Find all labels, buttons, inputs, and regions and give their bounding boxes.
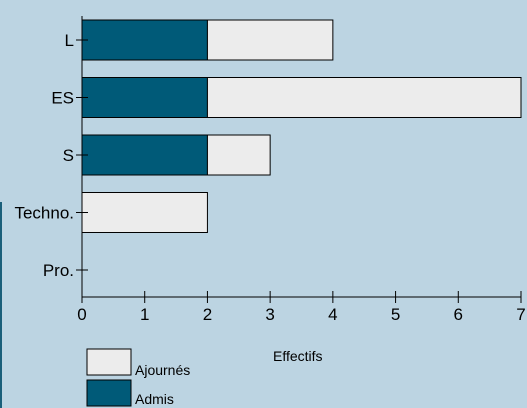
bar-es-ajournes — [206, 77, 522, 118]
y-tick-label-l: L — [65, 31, 74, 50]
x-tick-label-4: 4 — [328, 305, 337, 324]
bar-es-admis — [81, 77, 208, 118]
x-ticks-group: 0 1 2 3 4 5 6 7 — [77, 291, 526, 324]
legend-swatch-ajournes — [86, 348, 132, 376]
x-tick-label-7: 7 — [516, 305, 525, 324]
bars-group — [81, 19, 522, 233]
bar-l-ajournes — [206, 19, 334, 61]
x-tick-label-0: 0 — [77, 305, 86, 324]
y-tick-label-pro: Pro. — [43, 261, 74, 280]
y-tick-label-s: S — [63, 146, 74, 165]
legend-label-admis: Admis — [135, 391, 174, 407]
y-tick-label-es: ES — [51, 89, 74, 108]
bar-s-admis — [81, 134, 208, 176]
x-tick-label-3: 3 — [265, 305, 274, 324]
x-tick-label-2: 2 — [203, 305, 212, 324]
y-ticks-group: L ES S Techno. Pro. — [14, 31, 88, 280]
x-tick-label-6: 6 — [454, 305, 463, 324]
x-tick-label-5: 5 — [391, 305, 400, 324]
x-tick-label-1: 1 — [140, 305, 149, 324]
x-axis-title: Effectifs — [273, 348, 323, 364]
left-accent-line — [0, 202, 2, 408]
y-tick-label-techno: Techno. — [14, 204, 74, 223]
bar-techno-ajournes — [81, 192, 208, 233]
bar-l-admis — [81, 19, 208, 61]
bar-s-ajournes — [206, 134, 271, 176]
legend: Ajournés Admis — [86, 348, 190, 407]
legend-label-ajournes: Ajournés — [135, 362, 190, 378]
legend-swatch-admis — [86, 379, 132, 407]
